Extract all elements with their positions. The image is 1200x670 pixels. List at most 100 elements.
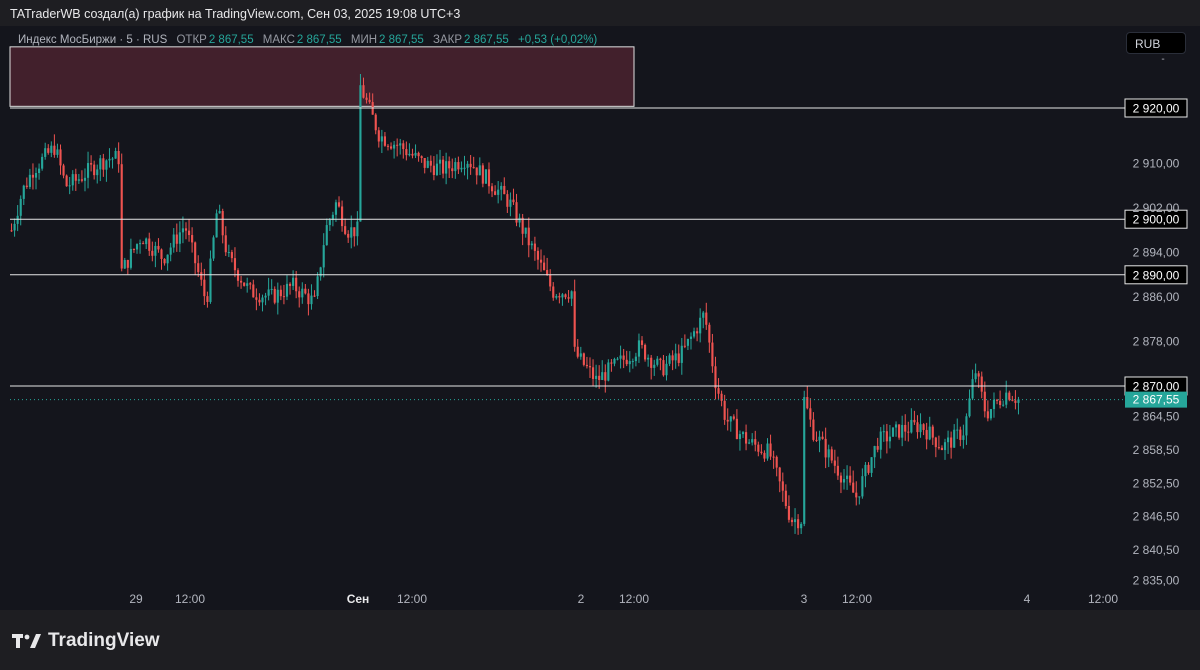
candle-body: [169, 247, 172, 255]
candle-body: [910, 419, 913, 433]
candle-body: [784, 490, 787, 506]
currency-button[interactable]: RUB: [1126, 32, 1186, 54]
candle-body: [950, 437, 953, 448]
candle-body: [295, 277, 298, 292]
candle-body: [506, 194, 509, 207]
candle-body: [809, 408, 812, 420]
candle-body: [830, 449, 833, 461]
candle-body: [19, 198, 22, 216]
candle-body: [763, 452, 766, 459]
candle-body: [806, 397, 809, 409]
candle-body: [907, 431, 910, 433]
candle-body: [243, 282, 246, 286]
candle-body: [677, 353, 680, 363]
candle-body: [925, 429, 928, 440]
candle-body: [221, 211, 224, 236]
candle-body: [463, 167, 466, 169]
candle-body: [769, 443, 772, 457]
candle-body: [411, 153, 414, 156]
x-tick-label: 12:00: [1088, 592, 1118, 606]
candle-body: [224, 235, 227, 253]
candle-body: [711, 342, 714, 367]
candle-body: [849, 475, 852, 483]
candle-body: [598, 375, 601, 380]
high-label: МАКС: [262, 34, 295, 46]
candle-body: [986, 411, 989, 419]
candle-body: [423, 158, 426, 168]
candle-body: [674, 353, 677, 361]
candle-body: [227, 252, 230, 254]
candle-body: [543, 262, 546, 271]
candle-body: [307, 293, 310, 305]
candle-body: [696, 331, 699, 334]
candle-body: [77, 179, 80, 181]
candle-body: [301, 288, 304, 298]
candle-body: [867, 464, 870, 473]
candle-body: [549, 274, 552, 287]
candle-body: [656, 358, 659, 365]
candle-body: [65, 175, 68, 187]
y-tick-label: 2 894,00: [1133, 246, 1180, 260]
level-label: 2 920,00: [1133, 102, 1180, 116]
x-tick-label: 4: [1024, 592, 1031, 606]
candle-body: [573, 291, 576, 347]
candle-body: [558, 296, 561, 298]
candle-body: [616, 358, 619, 360]
candle-body: [530, 243, 533, 246]
candle-body: [800, 523, 803, 529]
candle-body: [328, 219, 331, 226]
candle-body: [22, 185, 25, 199]
candle-body: [708, 324, 711, 343]
candle-body: [172, 234, 175, 248]
candle-body: [408, 153, 411, 156]
candle-body: [261, 297, 264, 303]
candle-body: [751, 439, 754, 443]
chart-area[interactable]: 2 920,00 2 900,00 2 890,00 2 870,00 2 867,55…: [0, 26, 1200, 610]
candle-body: [956, 429, 959, 431]
candle-body: [334, 202, 338, 215]
level-label: 2 900,00: [1133, 213, 1180, 227]
x-tick-label: 2: [578, 592, 585, 606]
candlestick-chart[interactable]: 2 920,002 900,002 890,002 870,002 867,55…: [0, 26, 1200, 610]
candle-body: [518, 217, 521, 223]
close-label: ЗАКР: [433, 34, 463, 46]
candle-body: [631, 361, 634, 363]
candle-body: [527, 227, 530, 246]
low-label: МИН: [350, 34, 378, 46]
candle-body: [937, 447, 940, 449]
candle-body: [607, 362, 610, 381]
candle-body: [699, 317, 702, 334]
candle-body: [815, 439, 818, 441]
candle-body: [500, 185, 503, 190]
candle-body: [393, 144, 396, 149]
candle-body: [723, 400, 726, 420]
candle-body: [842, 479, 846, 483]
candle-body: [215, 213, 218, 238]
candle-body: [319, 267, 322, 277]
candle-body: [249, 283, 252, 285]
candle-body: [276, 289, 279, 303]
candle-body: [16, 215, 19, 224]
x-tick-label: 29: [129, 592, 143, 606]
y-tick-label: 2 835,00: [1133, 574, 1180, 588]
candle-body: [368, 99, 371, 103]
candle-body: [659, 358, 662, 361]
y-tick-label: 2 910,00: [1133, 157, 1180, 171]
tradingview-brand[interactable]: TradingView: [12, 630, 160, 652]
symbol-label: Индекс МосБиржи · 5 · RUS: [18, 34, 168, 46]
candle-body: [466, 163, 469, 168]
candle-body: [494, 191, 497, 195]
candle-body: [999, 400, 1002, 405]
candle-body: [457, 162, 460, 170]
candle-body: [959, 429, 962, 440]
candle-body: [454, 162, 457, 172]
candle-body: [873, 446, 876, 458]
candle-body: [337, 202, 341, 207]
candle-body: [80, 179, 83, 181]
candle-body: [442, 159, 445, 174]
last-price-box: [1125, 391, 1187, 408]
candle-body: [634, 356, 637, 362]
candle-body: [108, 158, 111, 161]
candle-body: [105, 160, 108, 170]
candle-body: [947, 437, 950, 443]
